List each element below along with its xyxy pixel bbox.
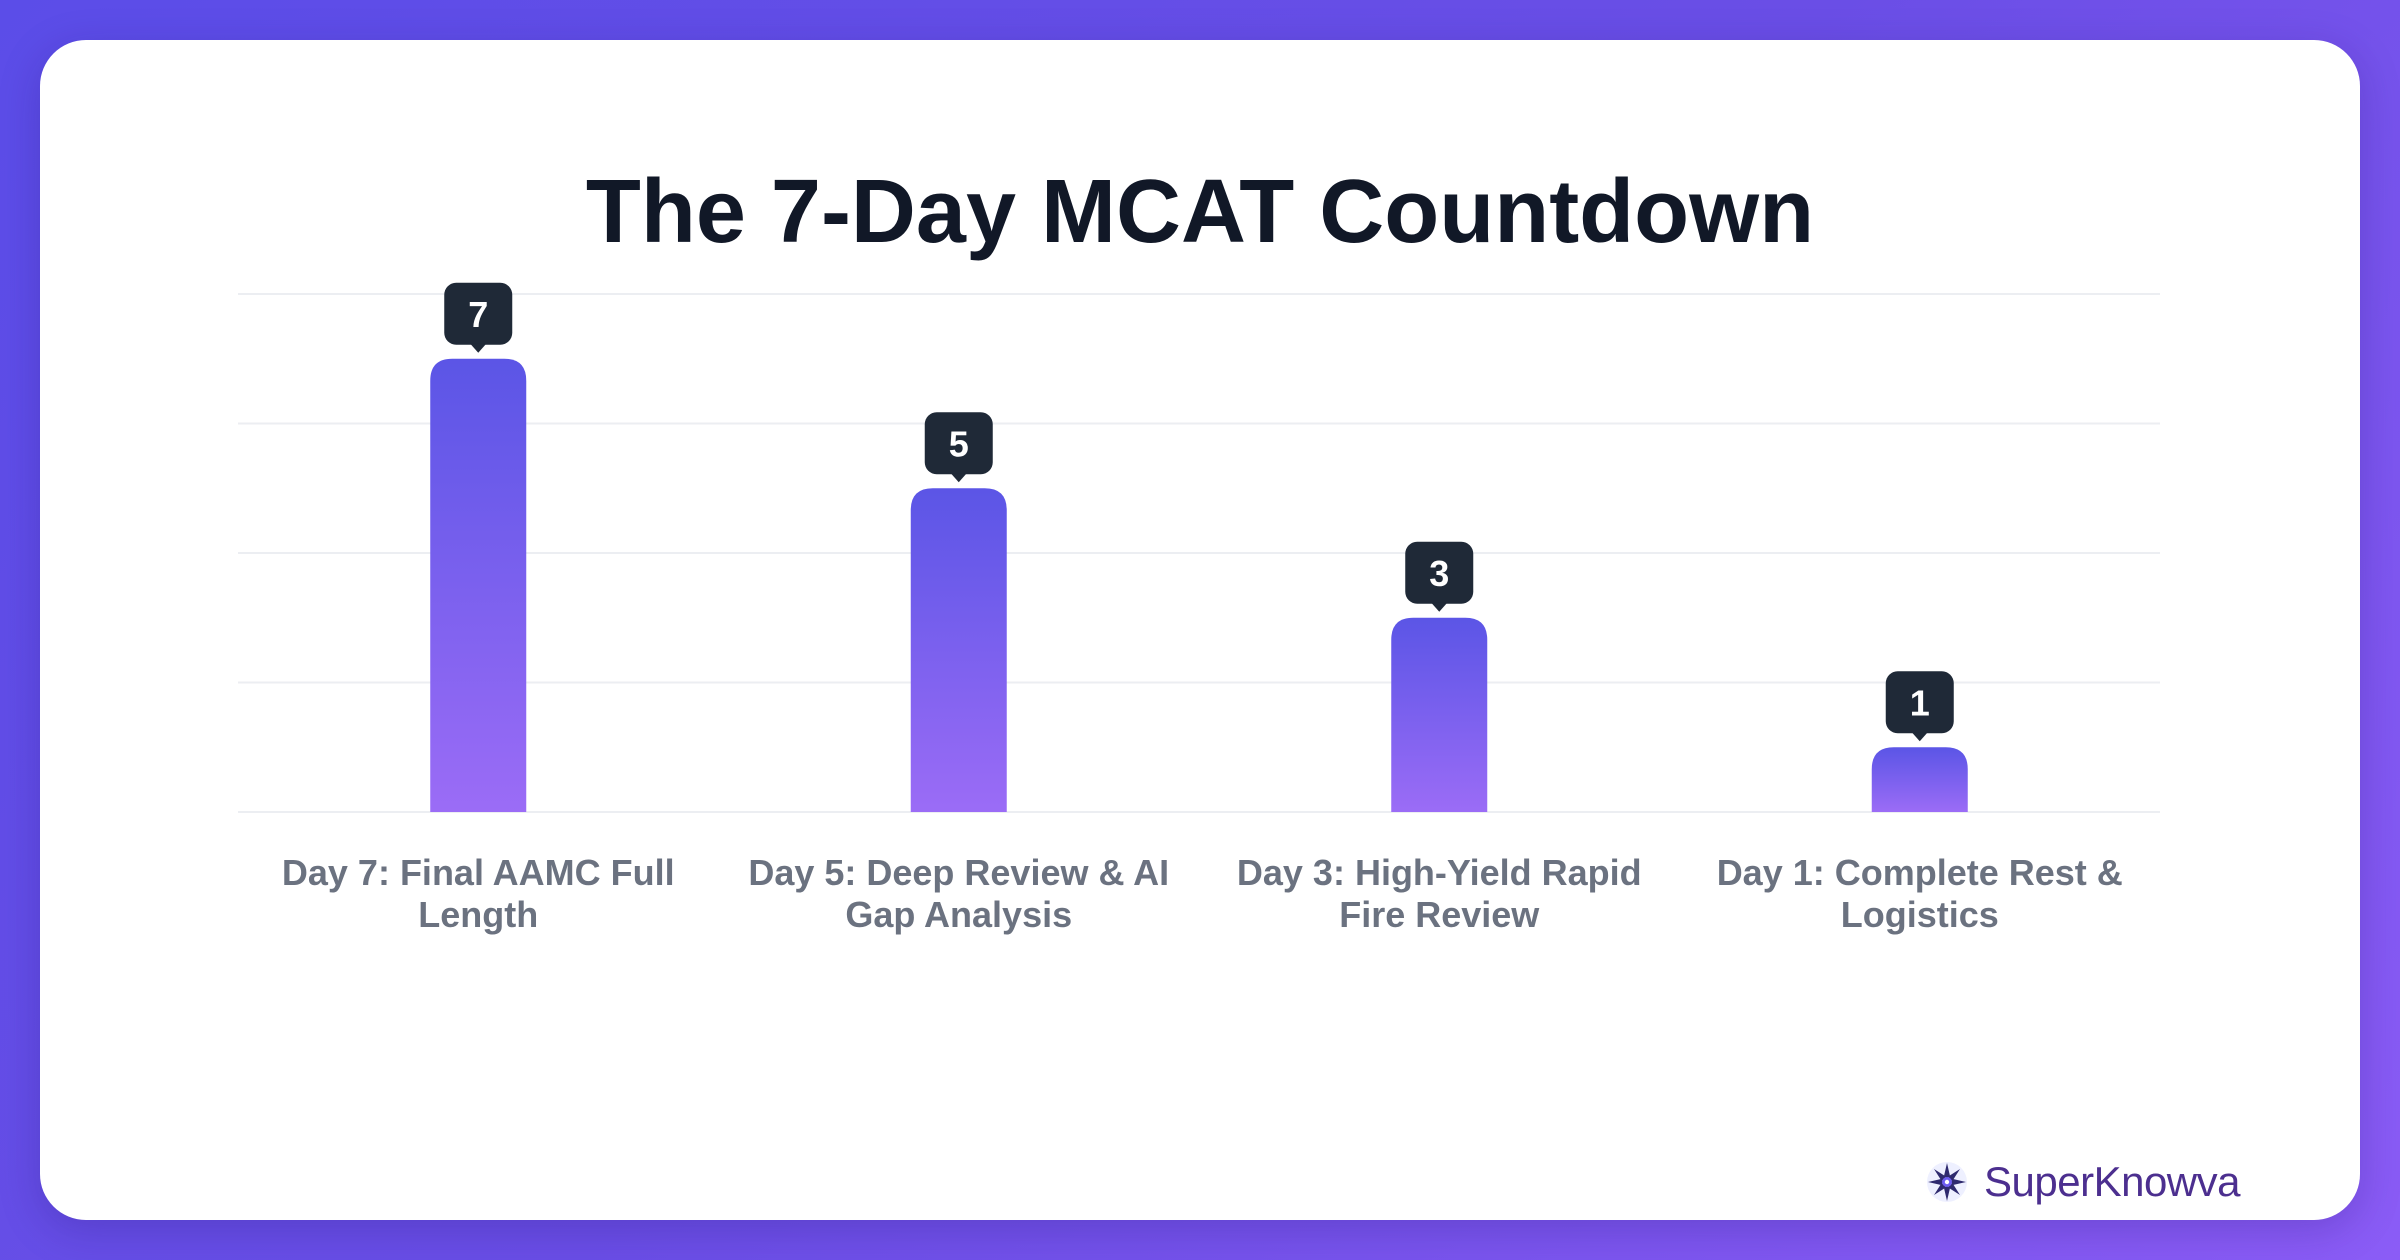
star-burst-logo-icon [1927, 1162, 1967, 1202]
x-tick-label: Day 1: Complete Rest & Logistics [1716, 852, 2123, 935]
x-tick-label: Day 5: Deep Review & AI Gap Analysis [748, 852, 1170, 935]
data-label-text: 7 [468, 294, 488, 335]
data-label-text: 5 [949, 423, 969, 464]
data-label-pointer [1911, 732, 1928, 742]
data-label-pointer [1431, 602, 1448, 612]
data-label: 7 [444, 282, 513, 353]
bar [910, 488, 1007, 812]
data-label: 5 [924, 412, 993, 483]
chart-card [40, 40, 2360, 1220]
data-label-pointer [950, 473, 967, 483]
x-tick-label: Day 3: High-Yield Rapid Fire Review [1236, 852, 1642, 935]
brand-name: SuperKnowva [1984, 1158, 2241, 1205]
data-labels: 7 5 3 1 [444, 282, 1954, 742]
gridlines [238, 293, 2160, 813]
data-label-bubble [924, 412, 993, 475]
bar [430, 358, 527, 812]
data-label: 3 [1405, 541, 1474, 612]
data-label-bubble [1405, 541, 1474, 604]
bar [1391, 617, 1488, 812]
data-label-pointer [470, 343, 487, 353]
data-label-bubble [444, 282, 513, 345]
x-tick-label: Day 7: Final AAMC Full Length [281, 852, 675, 935]
data-label: 1 [1885, 671, 1954, 742]
bars [430, 358, 1968, 812]
data-label-text: 1 [1910, 682, 1930, 723]
chart-title: The 7-Day MCAT Countdown [585, 162, 1815, 262]
brand-logo: SuperKnowva [1924, 1158, 2241, 1206]
data-label-bubble [1885, 671, 1954, 734]
data-label-text: 3 [1429, 553, 1449, 594]
bar [1871, 747, 1968, 812]
